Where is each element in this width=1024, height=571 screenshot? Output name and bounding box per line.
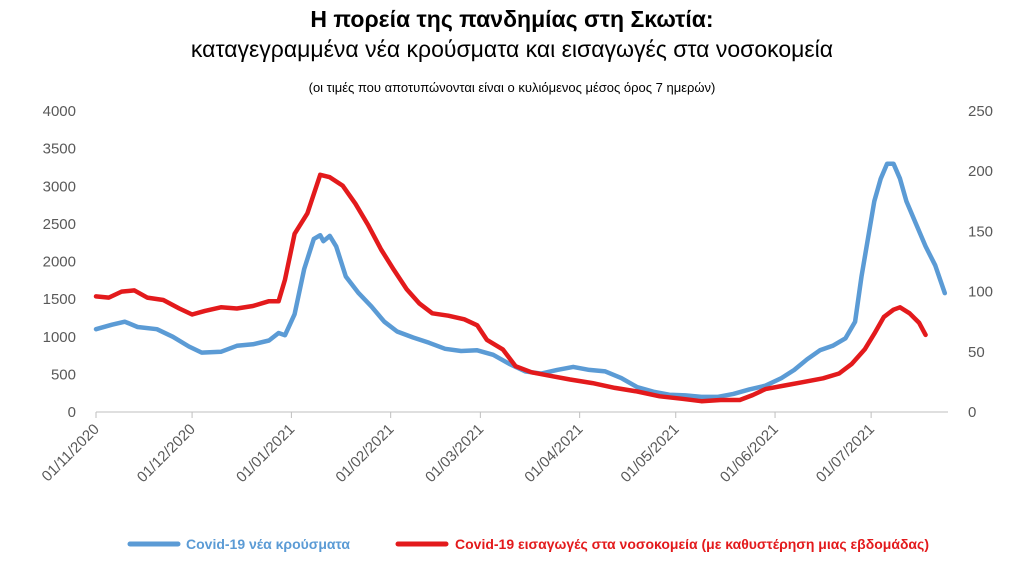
y-right-tick-label: 150 <box>968 223 993 240</box>
y-right-tick-label: 250 <box>968 103 993 120</box>
y-left-tick-label: 2000 <box>43 254 76 271</box>
y-left-tick-label: 0 <box>68 404 76 421</box>
x-tick-label: 01/07/2021 <box>813 421 878 486</box>
y-left-tick-label: 3000 <box>43 178 76 195</box>
legend-label-cases: Covid-19 νέα κρούσματα <box>186 536 350 552</box>
y-left-tick-label: 1500 <box>43 291 76 308</box>
y-left-tick-label: 1000 <box>43 329 76 346</box>
y-left-tick-label: 500 <box>51 366 76 383</box>
x-tick-label: 01/04/2021 <box>521 421 586 486</box>
x-tick-label: 01/06/2021 <box>717 421 782 486</box>
x-tick-label: 01/05/2021 <box>617 421 682 486</box>
y-right-tick-label: 200 <box>968 163 993 180</box>
x-tick-label: 01/02/2021 <box>332 421 397 486</box>
y-left-tick-label: 2500 <box>43 216 76 233</box>
y-right-tick-label: 100 <box>968 284 993 301</box>
legend-label-hospital: Covid-19 εισαγωγές στα νοσοκομεία (με κα… <box>455 536 929 552</box>
chart-subtitle: καταγεγραμμένα νέα κρούσματα και εισαγωγ… <box>190 36 834 62</box>
x-tick-label: 01/11/2020 <box>39 421 103 485</box>
series-line-cases <box>93 161 948 400</box>
chart-title: Η πορεία της πανδημίας στη Σκωτία: <box>310 6 714 32</box>
x-tick-label: 01/12/2020 <box>134 421 199 486</box>
series-line-hospital <box>93 172 928 404</box>
y-left-tick-label: 3500 <box>43 141 76 158</box>
x-tick-label: 01/03/2021 <box>422 421 487 486</box>
y-right-tick-label: 50 <box>968 344 985 361</box>
y-right-tick-label: 0 <box>968 404 976 421</box>
chart-note: (οι τιμές που αποτυπώνονται είναι ο κυλι… <box>308 80 716 95</box>
y-left-tick-label: 4000 <box>43 103 76 120</box>
x-tick-label: 01/01/2021 <box>233 421 298 486</box>
